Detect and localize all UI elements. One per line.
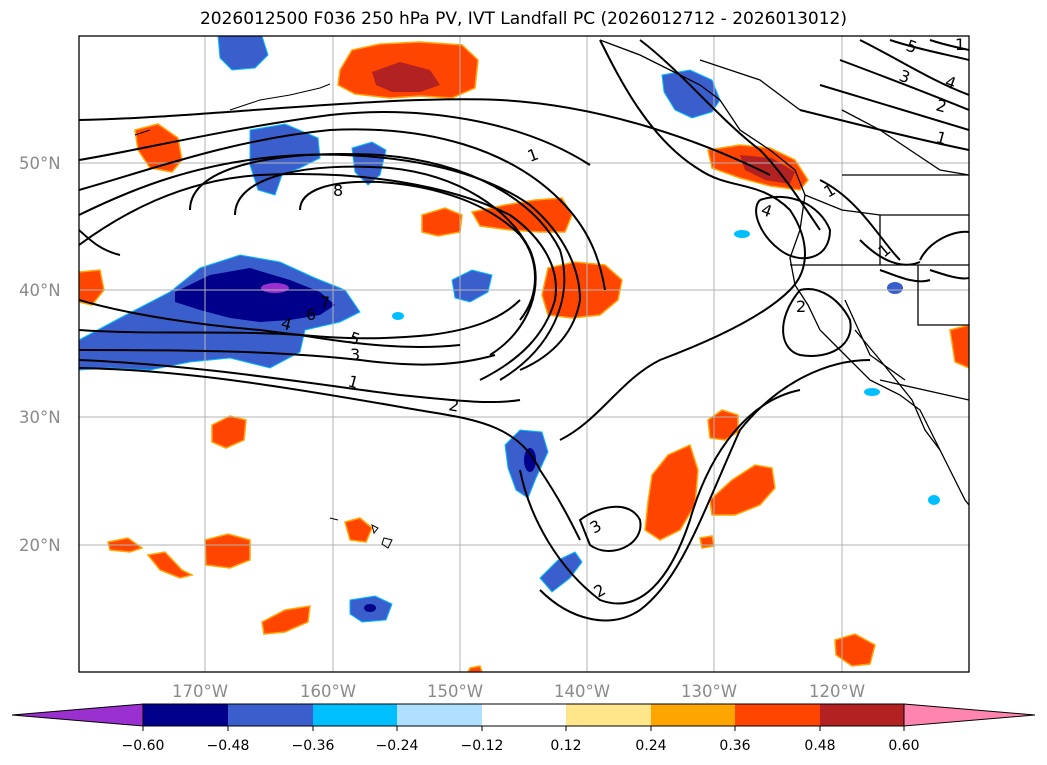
- pv-positive-region: [146, 551, 195, 579]
- islands: [134, 83, 393, 549]
- colorbar-tick-label: −0.24: [376, 738, 419, 754]
- contour-label: 1: [955, 35, 965, 54]
- contour-label: 7: [320, 293, 330, 312]
- colorbar-min-extension: [11, 703, 144, 727]
- pv-negative-region: [217, 36, 269, 71]
- contour-label: 6: [306, 305, 316, 324]
- contour-label: 8: [333, 181, 343, 200]
- pv-positive-region: [467, 665, 483, 672]
- colorbar-tick-label: −0.36: [292, 738, 335, 754]
- lat-label: 30°N: [19, 408, 61, 427]
- pv-positive-region: [211, 415, 247, 449]
- colorbar-tick-label: 0.60: [888, 738, 919, 754]
- lon-label: 140°W: [554, 682, 610, 701]
- colorbar-tick-label: 0.24: [635, 738, 666, 754]
- pv-positive-region: [79, 269, 105, 306]
- lon-label: 120°W: [809, 682, 865, 701]
- lon-label: 170°W: [172, 682, 228, 701]
- contour-label: 2: [796, 297, 806, 316]
- colorbar-segment: [735, 704, 820, 726]
- colorbar-tick-label: 0.36: [719, 738, 750, 754]
- pv-positive-region: [134, 123, 183, 173]
- contour-label: 1: [346, 372, 361, 393]
- colorbar-segment: [143, 704, 228, 726]
- pv-shading: [79, 36, 969, 672]
- pv-negative-region: [451, 269, 493, 303]
- map-frame: [78, 35, 970, 673]
- pv-positive-region: [699, 535, 715, 549]
- lat-label: 40°N: [19, 281, 61, 300]
- colorbar-segment: [820, 704, 904, 726]
- contour-label: 2: [934, 96, 949, 117]
- coastlines: [599, 39, 969, 506]
- colorbar-segment: [482, 704, 566, 726]
- colorbar-tick-label: 0.48: [804, 738, 835, 754]
- colorbar-tick-label: −0.48: [207, 738, 250, 754]
- colorbar-segment: [397, 704, 482, 726]
- lon-label: 150°W: [427, 682, 483, 701]
- colorbar-tick-label: 0.12: [550, 738, 581, 754]
- pv-negative-region: [661, 69, 721, 119]
- latitude-labels: 50°N 40°N 30°N 20°N: [19, 154, 61, 555]
- contour-label: 3: [350, 345, 360, 364]
- pv-contours: [79, 39, 969, 622]
- colorbar-segment: [651, 704, 735, 726]
- pv-positive-region: [644, 443, 699, 541]
- pv-positive-region: [949, 324, 969, 369]
- colorbar-segment: [228, 704, 313, 726]
- colorbar-segment: [313, 704, 397, 726]
- pv-positive-region: [709, 464, 776, 516]
- pv-positive-region: [204, 533, 251, 569]
- gridlines: [79, 36, 969, 672]
- lon-label: 160°W: [300, 682, 356, 701]
- lon-label: 130°W: [681, 682, 737, 701]
- colorbar-segment: [566, 704, 651, 726]
- colorbar: −0.60 −0.48 −0.36 −0.24 −0.12 0.12 0.24 …: [11, 703, 1036, 754]
- pv-positive-region: [344, 517, 373, 543]
- contour-label: 4: [279, 314, 294, 335]
- pv-positive-region: [261, 605, 311, 635]
- lat-label: 50°N: [19, 154, 61, 173]
- contour-label: 2: [447, 395, 460, 415]
- colorbar-max-extension: [903, 703, 1036, 727]
- longitude-labels: 170°W 160°W 150°W 140°W 130°W 120°W: [172, 682, 865, 701]
- lat-label: 20°N: [19, 536, 61, 555]
- contour-label: 1: [934, 128, 949, 149]
- map-title: 2026012500 F036 250 hPa PV, IVT Landfall…: [199, 9, 847, 29]
- pv-negative-region: [539, 551, 583, 593]
- colorbar-tick-label: −0.60: [122, 738, 165, 754]
- colorbar-tick-label: −0.12: [461, 738, 504, 754]
- pv-positive-region: [834, 633, 876, 667]
